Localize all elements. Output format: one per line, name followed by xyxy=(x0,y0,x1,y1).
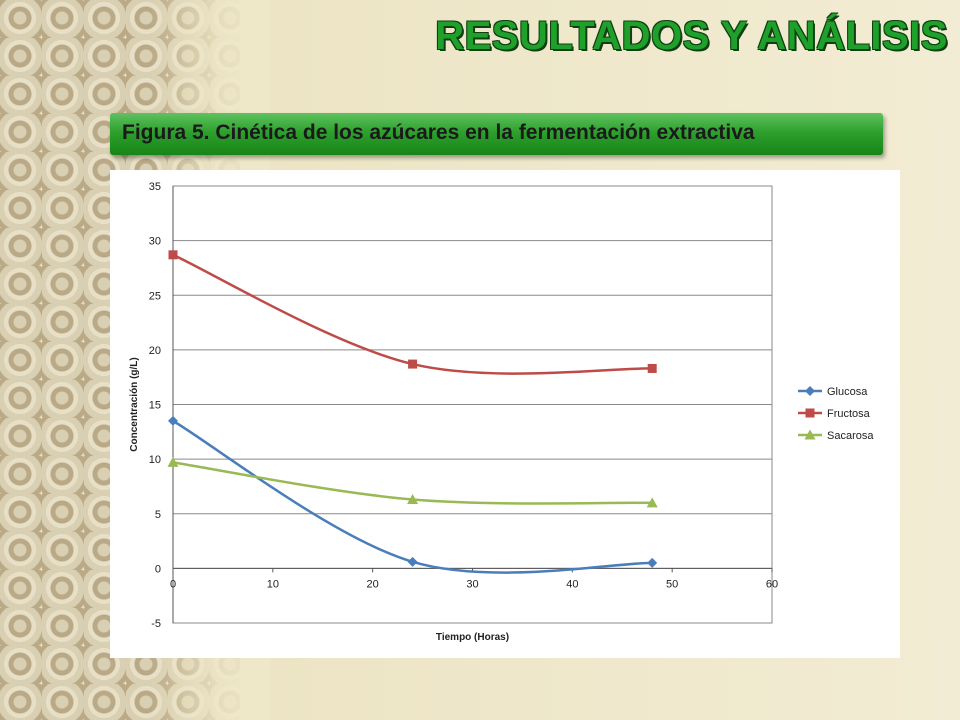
series-line-fructosa xyxy=(172,253,653,375)
data-point-sacarosa xyxy=(646,497,658,508)
data-point-sacarosa xyxy=(407,494,419,505)
slide-title: RESULTADOS Y ANÁLISIS xyxy=(435,14,948,58)
legend-marker-glucosa xyxy=(805,386,815,396)
legend-label-glucosa: Glucosa xyxy=(827,386,868,398)
y-tick-label: 0 xyxy=(155,563,161,575)
y-tick-label: 30 xyxy=(149,236,161,248)
chart-panel: -5 0 5 10 15 20 25 30 35 0 10 20 30 40 50 60 Glucosa Fr… xyxy=(110,170,900,658)
x-tick-label: 20 xyxy=(367,578,379,590)
x-tick-label: 40 xyxy=(566,578,578,590)
y-tick-label: 15 xyxy=(149,400,161,412)
x-tick-label: 10 xyxy=(267,578,279,590)
series-sacarosa xyxy=(167,456,658,508)
legend-item-sacarosa: Sacarosa xyxy=(798,429,874,442)
chart-legend: Glucosa Fructosa Sacarosa xyxy=(798,386,874,442)
x-tick-labels: 0 10 20 30 40 50 60 xyxy=(170,578,778,590)
x-tick-label: 50 xyxy=(666,578,678,590)
data-point-fructosa xyxy=(408,359,418,369)
y-axis-title: Concentración (g/L) xyxy=(129,357,140,451)
series-fructosa xyxy=(168,250,657,375)
x-tick-label: 60 xyxy=(766,578,778,590)
y-tick-label: 35 xyxy=(149,181,161,193)
data-series xyxy=(167,250,658,574)
data-point-fructosa xyxy=(168,250,178,260)
data-point-sacarosa xyxy=(167,456,179,467)
data-point-glucosa xyxy=(168,415,178,426)
grid-lines xyxy=(173,185,772,624)
y-tick-labels: -5 0 5 10 15 20 25 30 35 xyxy=(149,181,161,630)
y-tick-label: 10 xyxy=(149,454,161,466)
line-chart: -5 0 5 10 15 20 25 30 35 0 10 20 30 40 50 60 Glucosa Fr… xyxy=(129,181,874,643)
data-point-fructosa xyxy=(647,363,657,373)
legend-marker-fructosa xyxy=(805,408,815,418)
x-tick-label: 0 xyxy=(170,578,176,590)
legend-item-glucosa: Glucosa xyxy=(798,386,868,398)
figure-caption-banner: Figura 5. Cinética de los azúcares en la… xyxy=(110,113,883,155)
y-tick-label: 20 xyxy=(149,345,161,357)
y-tick-label: 25 xyxy=(149,290,161,302)
figure-caption: Figura 5. Cinética de los azúcares en la… xyxy=(122,121,755,144)
legend-marker-sacarosa xyxy=(804,429,816,440)
legend-item-fructosa: Fructosa xyxy=(798,408,871,420)
series-glucosa xyxy=(168,415,658,574)
x-axis-title: Tiempo (Horas) xyxy=(436,632,509,643)
legend-label-sacarosa: Sacarosa xyxy=(827,430,874,442)
y-tick-label: 5 xyxy=(155,509,161,521)
legend-label-fructosa: Fructosa xyxy=(827,408,871,420)
y-tick-label: -5 xyxy=(151,618,161,630)
data-point-glucosa xyxy=(407,556,418,567)
x-tick-label: 30 xyxy=(466,578,478,590)
data-point-glucosa xyxy=(647,557,658,568)
